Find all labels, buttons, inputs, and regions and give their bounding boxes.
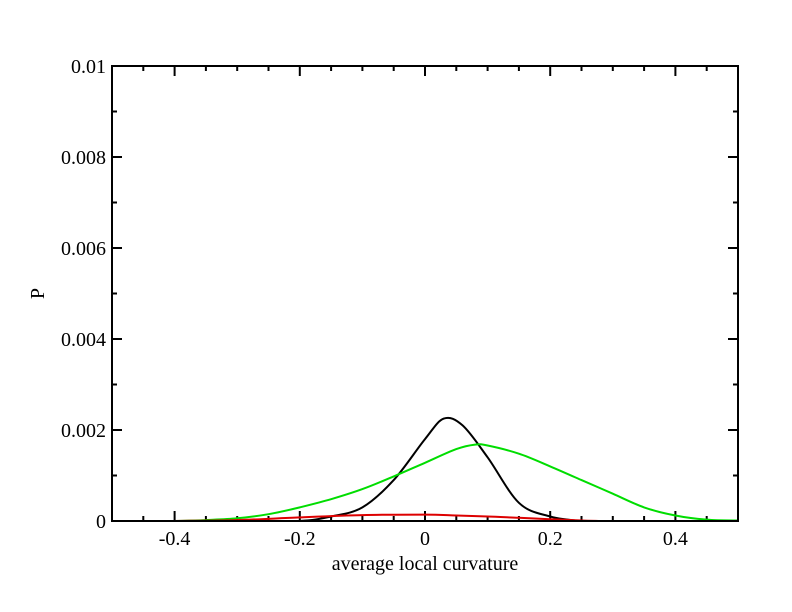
x-axis-label: average local curvature [332, 553, 519, 575]
y-tick-label: 0.01 [71, 56, 106, 78]
series-line-1 [174, 443, 739, 522]
x-tick-label: 0 [420, 528, 430, 550]
series-line-2 [174, 513, 601, 522]
axis-ticks [111, 65, 739, 522]
plot-frame [111, 65, 739, 522]
y-tick-label: 0.004 [61, 329, 106, 351]
x-tick-label: -0.2 [284, 528, 316, 550]
y-axis-label: P [27, 288, 49, 299]
y-tick-label: 0.008 [61, 147, 106, 169]
tick-labels: -0.4 -0.2 0 0.2 0.4 0 0.002 0.004 0.006 0.008 0.01 [61, 56, 688, 550]
y-tick-label: 0.006 [61, 238, 106, 260]
x-tick-label: 0.2 [538, 528, 563, 550]
y-tick-label: 0.002 [61, 420, 106, 442]
x-tick-label: -0.4 [159, 528, 191, 550]
x-tick-label: 0.4 [663, 528, 688, 550]
series-lines [174, 416, 739, 523]
y-tick-label: 0 [96, 511, 106, 533]
